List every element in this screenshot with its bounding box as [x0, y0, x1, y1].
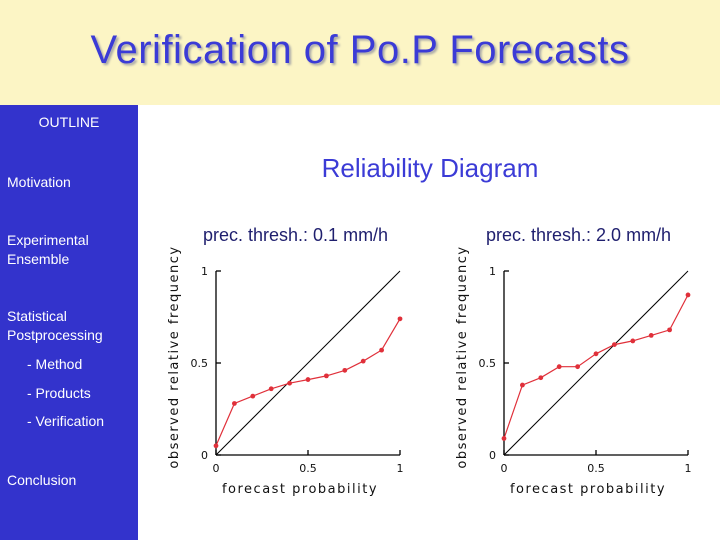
- chart1-data-point: [287, 380, 292, 386]
- chart2-y-axis-label: observed relative frequency: [455, 245, 470, 468]
- chart1-data-point: [213, 443, 219, 449]
- diagram-title: Reliability Diagram: [321, 153, 539, 183]
- chart2-x-tick-label: 0.5: [587, 462, 605, 475]
- chart2-data-point: [501, 436, 507, 441]
- chart2-data-point: [538, 375, 544, 381]
- chart1-data-point: [268, 386, 274, 392]
- sidebar: [0, 105, 138, 540]
- chart1-data-point: [232, 401, 237, 406]
- outline-title: OUTLINE: [38, 114, 100, 130]
- chart2-data-point: [667, 327, 672, 333]
- plot-title-right: prec. thresh.: 2.0 mm/h: [486, 225, 672, 245]
- sidebar-item-postprocessing[interactable]: Postprocessing: [7, 327, 103, 343]
- chart1-data-point: [250, 393, 256, 399]
- chart2-data-point: [612, 342, 617, 347]
- chart1-data-point: [305, 377, 311, 382]
- sidebar-item-verification[interactable]: - Verification: [27, 413, 105, 429]
- chart1-data-point: [379, 347, 384, 353]
- chart2-y-tick-label: 0.5: [479, 357, 497, 370]
- chart2-y-tick-label: 0: [489, 449, 496, 462]
- chart2-y-tick-label: 1: [489, 265, 496, 278]
- header-banner: [0, 0, 720, 105]
- chart2-data-point: [556, 364, 562, 370]
- chart1-y-tick-label: 0: [201, 449, 208, 462]
- chart2-x-tick-label: 1: [685, 462, 692, 475]
- chart1-x-tick-label: 0.5: [299, 462, 317, 475]
- chart2-data-point: [593, 351, 599, 357]
- chart1-data-point: [342, 367, 348, 373]
- chart2-data-point: [630, 338, 636, 344]
- chart1-y-tick-label: 0.5: [191, 357, 209, 370]
- plot-title-left: prec. thresh.: 0.1 mm/h: [203, 225, 389, 245]
- sidebar-item-ensemble[interactable]: Ensemble: [7, 251, 70, 267]
- chart2-data-point: [520, 382, 525, 388]
- chart1-x-axis-label: forecast probability: [222, 482, 378, 497]
- chart2-data-point: [575, 364, 580, 370]
- chart2-x-tick-label: 0: [501, 462, 508, 475]
- chart2-x-axis-label: forecast probability: [510, 482, 666, 497]
- chart1-x-tick-label: 1: [397, 462, 404, 475]
- chart1-data-point: [324, 373, 329, 379]
- chart1-y-tick-label: 1: [201, 265, 208, 278]
- sidebar-item-method[interactable]: - Method: [27, 356, 83, 372]
- sidebar-item-conclusion[interactable]: Conclusion: [7, 472, 77, 488]
- chart1-x-tick-label: 0: [213, 462, 220, 475]
- chart2-data-point: [648, 333, 654, 338]
- chart1-y-axis-label: observed relative frequency: [167, 245, 182, 468]
- chart2-diagonal-reference-line: [503, 270, 689, 456]
- chart1-data-point: [397, 316, 403, 322]
- chart1-diagonal-reference-line: [215, 270, 401, 456]
- chart2-data-point: [685, 292, 691, 298]
- sidebar-item-experimental[interactable]: Experimental: [7, 232, 89, 248]
- sidebar-item-motivation[interactable]: Motivation: [7, 174, 71, 190]
- sidebar-item-products[interactable]: - Products: [27, 385, 91, 401]
- chart2-reliability-line: [503, 294, 689, 439]
- chart1-data-point: [360, 358, 366, 364]
- sidebar-item-statistical[interactable]: Statistical: [7, 308, 67, 324]
- page-title: Verification of Po.P Forecasts: [90, 28, 630, 72]
